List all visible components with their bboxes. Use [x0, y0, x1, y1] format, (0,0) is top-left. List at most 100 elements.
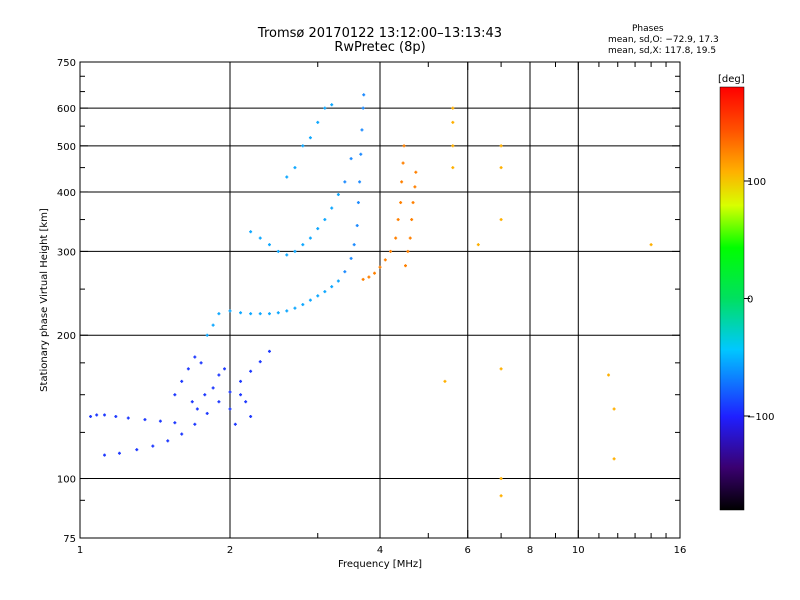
data-point: [126, 416, 130, 420]
data-point: [211, 323, 215, 327]
data-point: [362, 93, 366, 97]
data-point: [158, 419, 162, 423]
data-point: [399, 201, 403, 205]
data-point: [151, 444, 155, 448]
data-point: [336, 279, 340, 283]
data-point: [401, 161, 405, 165]
data-point: [239, 379, 243, 383]
data-point: [330, 285, 334, 289]
data-point: [267, 312, 271, 316]
data-point: [89, 414, 93, 418]
y-tick-label: 75: [63, 534, 76, 545]
y-tick-label: 500: [57, 142, 76, 153]
data-point: [607, 373, 611, 377]
y-tick-label: 100: [57, 475, 76, 486]
data-point: [413, 185, 417, 189]
data-point: [249, 414, 253, 418]
data-point: [316, 227, 320, 231]
data-point: [378, 265, 382, 269]
y-axis-label: Stationary phase Virtual Height [km]: [39, 208, 50, 392]
data-point: [406, 249, 410, 253]
data-point: [360, 128, 364, 132]
data-point: [193, 422, 197, 426]
data-point: [228, 407, 232, 411]
data-point: [166, 439, 170, 443]
data-point: [330, 103, 334, 107]
data-point: [180, 432, 184, 436]
data-point: [343, 270, 347, 274]
data-point: [336, 193, 340, 197]
colorbar-tick-label: −100: [747, 412, 774, 423]
x-tick-label: 4: [377, 545, 383, 556]
grid-lines: [80, 62, 680, 538]
data-point: [499, 144, 503, 148]
data-point: [258, 312, 262, 316]
data-point: [180, 379, 184, 383]
x-tick-label: 8: [527, 545, 533, 556]
data-point: [267, 243, 271, 247]
chart-title: Tromsø 20170122 13:12:00–13:13:43: [257, 26, 503, 41]
data-point: [223, 367, 227, 371]
data-point: [499, 166, 503, 170]
colorbar-tick-label: 100: [747, 177, 766, 188]
x-tick-label: 2: [227, 545, 233, 556]
data-point: [267, 349, 271, 353]
data-point: [308, 298, 312, 302]
data-point: [403, 264, 407, 268]
y-tick-label: 200: [57, 331, 76, 342]
data-point: [173, 393, 177, 397]
data-point: [355, 224, 359, 228]
x-tick-label: 16: [674, 545, 687, 556]
colorbar-tick-label: 0: [747, 295, 753, 306]
y-tick-label: 400: [57, 188, 76, 199]
data-point: [323, 106, 327, 110]
data-point: [316, 294, 320, 298]
data-point: [293, 166, 297, 170]
data-point: [103, 453, 107, 457]
data-point: [211, 386, 215, 390]
data-point: [367, 275, 371, 279]
data-point: [239, 311, 243, 315]
data-point: [233, 422, 237, 426]
data-point: [361, 106, 365, 110]
data-point: [499, 477, 503, 481]
data-point: [361, 277, 365, 281]
data-point: [323, 290, 327, 294]
data-point: [451, 120, 455, 124]
data-point: [205, 333, 209, 337]
y-tick-label: 600: [57, 104, 76, 115]
data-point: [301, 243, 305, 247]
axis-ticks: 1 2 4 6 8 10 16 75 100 200 300 400 500 600 750: [57, 58, 686, 556]
x-tick-label: 1: [77, 545, 83, 556]
data-point: [228, 309, 232, 313]
data-point: [499, 367, 503, 371]
data-point: [285, 175, 289, 179]
data-point: [249, 230, 253, 234]
phases-heading: Phases: [632, 24, 664, 34]
data-point: [173, 421, 177, 425]
data-point: [394, 236, 398, 240]
data-point: [135, 448, 139, 452]
data-point: [249, 312, 253, 316]
data-point: [410, 218, 414, 222]
data-point: [499, 494, 503, 498]
data-point: [352, 243, 356, 247]
phases-x-stats: mean, sd,X: 117.8, 19.5: [608, 46, 717, 56]
data-point: [349, 157, 353, 161]
data-point: [258, 236, 262, 240]
data-point: [228, 390, 232, 394]
phases-o-stats: mean, sd,O: −72.9, 17.3: [608, 35, 719, 45]
data-point: [244, 400, 248, 404]
data-point: [451, 166, 455, 170]
data-point: [316, 120, 320, 124]
data-point: [649, 243, 653, 247]
data-point: [195, 407, 199, 411]
data-point: [402, 144, 406, 148]
data-point: [476, 243, 480, 247]
data-point: [356, 201, 360, 205]
data-point: [330, 206, 334, 210]
data-point: [389, 249, 393, 253]
data-point: [343, 180, 347, 184]
data-point: [408, 236, 412, 240]
